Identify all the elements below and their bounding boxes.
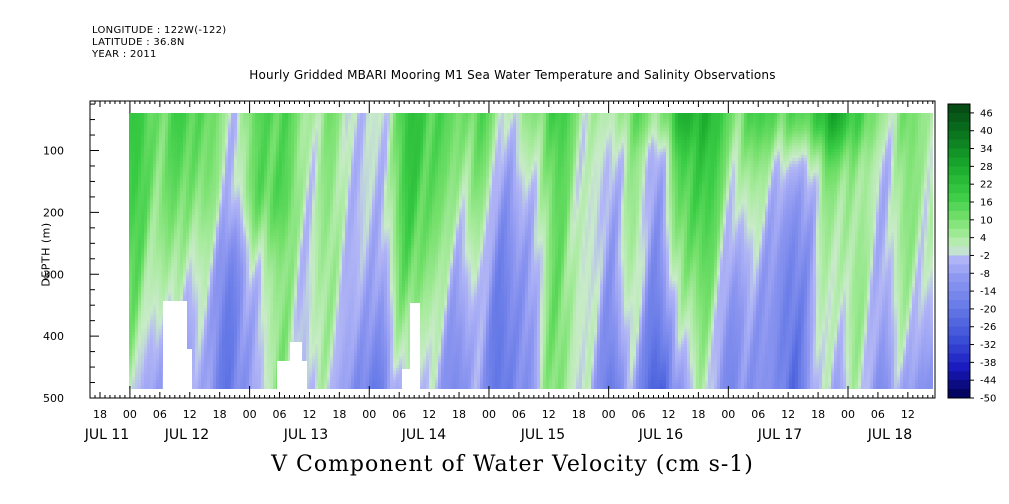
x-tick-label: 18: [213, 408, 227, 421]
x-tick-label: 18: [811, 408, 825, 421]
x-day-label: JUL 11: [84, 427, 129, 443]
x-tick-label: 00: [362, 408, 376, 421]
x-tick-label: 00: [482, 408, 496, 421]
y-tick-label: 100: [43, 145, 64, 158]
x-tick-label: 12: [542, 408, 556, 421]
x-tick-label: 00: [721, 408, 735, 421]
x-day-label: JUL 16: [638, 427, 684, 443]
colorbar-label: -8: [980, 269, 990, 280]
x-day-label: JUL 17: [757, 427, 802, 443]
x-tick-label: 00: [243, 408, 257, 421]
colorbar-label: -14: [980, 287, 996, 298]
y-tick-label: 400: [43, 330, 64, 343]
colorbar-label: 22: [980, 180, 993, 191]
x-tick-label: 18: [691, 408, 705, 421]
x-tick-label: 12: [422, 408, 436, 421]
heatmap-field: [129, 113, 933, 389]
x-tick-label: 00: [123, 408, 137, 421]
colorbar-label: -20: [980, 304, 996, 315]
colorbar-label: 46: [980, 108, 993, 119]
x-tick-label: 06: [632, 408, 646, 421]
x-day-label: JUL 12: [164, 427, 209, 443]
colorbar-label: -44: [980, 376, 996, 387]
x-tick-label: 06: [392, 408, 406, 421]
x-day-label: JUL 18: [867, 427, 912, 443]
x-tick-label: 12: [781, 408, 795, 421]
x-tick-label: 12: [901, 408, 915, 421]
x-axis-label: V Component of Water Velocity (cm s-1): [90, 452, 935, 477]
colorbar-label: 16: [980, 198, 993, 209]
colorbar-label: 10: [980, 215, 993, 226]
colorbar-label: -38: [980, 358, 996, 369]
colorbar-label: 4: [980, 233, 986, 244]
colorbar-label: 40: [980, 126, 993, 137]
x-tick-label: 18: [452, 408, 466, 421]
x-tick-label: 18: [572, 408, 586, 421]
x-tick-label: 12: [302, 408, 316, 421]
x-day-label: JUL 13: [283, 427, 328, 443]
colorbar-label: -2: [980, 251, 990, 262]
x-tick-label: 06: [512, 408, 526, 421]
x-tick-label: 00: [602, 408, 616, 421]
x-tick-label: 06: [871, 408, 885, 421]
x-day-label: JUL 14: [401, 427, 447, 443]
colorbar: 46 40 34 28 22 16 10 4 -2 -8 -14 -20 -26 -32 -38 -44 -50: [948, 104, 996, 405]
colorbar-label: 28: [980, 162, 993, 173]
y-axis-label: DEPTH (m): [40, 205, 53, 305]
x-tick-label: 12: [661, 408, 675, 421]
y-tick-label: 500: [43, 392, 64, 405]
x-tick-label: 00: [841, 408, 855, 421]
colorbar-label: 34: [980, 144, 993, 155]
x-tick-label: 06: [153, 408, 167, 421]
x-tick-label: 12: [183, 408, 197, 421]
x-tick-label: 06: [751, 408, 765, 421]
colorbar-label: -50: [980, 394, 996, 405]
x-tick-label: 06: [273, 408, 287, 421]
x-tick-label: 18: [93, 408, 107, 421]
x-tick-label: 18: [332, 408, 346, 421]
x-day-label: JUL 15: [520, 427, 565, 443]
colorbar-label: -32: [980, 340, 996, 351]
colorbar-label: -26: [980, 322, 996, 333]
